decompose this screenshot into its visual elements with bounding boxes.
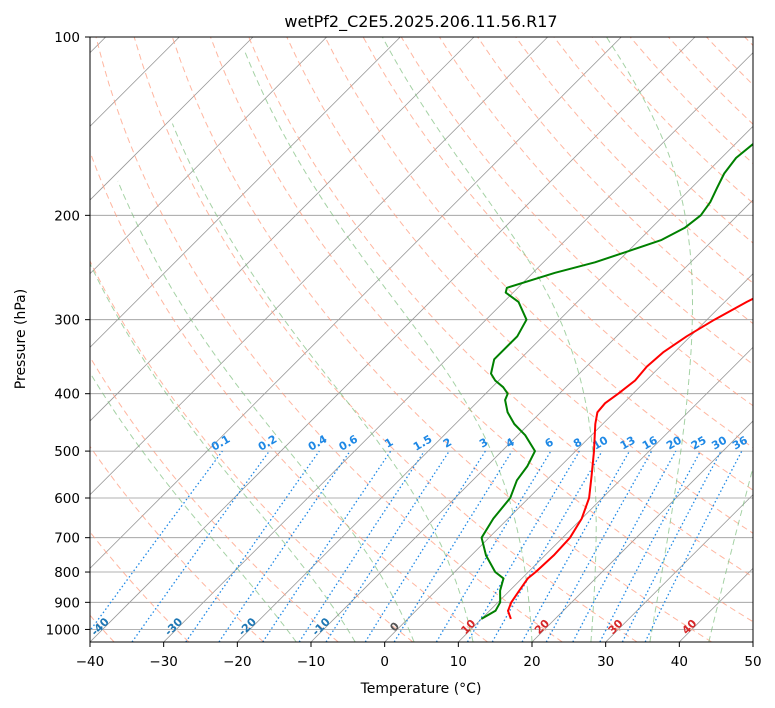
isotherm-line	[90, 37, 327, 275]
x-tick-label: 30	[597, 654, 614, 670]
dry-adiabat-line	[515, 37, 753, 284]
dry-adiabat-line	[171, 37, 712, 642]
mixing-ratio-line	[90, 450, 223, 632]
sounding-traces	[480, 142, 753, 620]
x-axis-label: Temperature (°C)	[360, 681, 482, 697]
temperature-trace	[507, 297, 753, 620]
isotherm-line	[237, 125, 753, 642]
plot-frame	[89, 36, 754, 643]
mixing-ratio-line	[393, 450, 513, 642]
moist-adiabat-line	[171, 123, 474, 642]
mixing-ratio-line	[545, 450, 653, 642]
moist-adiabat-line	[381, 37, 597, 642]
dry-adiabat-line	[133, 37, 638, 642]
moist-adiabat-line	[90, 262, 356, 642]
y-tick-label: 200	[54, 208, 80, 224]
moist-adiabat-line	[117, 180, 415, 642]
mixing-ratio-line	[298, 450, 425, 642]
dewpoint-trace	[480, 142, 753, 620]
y-tick-label: 700	[54, 531, 80, 547]
x-tick-label: −30	[149, 654, 178, 670]
mixing-ratio-line	[218, 450, 351, 642]
isotherm-line	[163, 52, 753, 642]
x-axis-ticks: −40 −30 −20 −10 0 10 20 30 40 50	[76, 642, 762, 670]
mixing-ratio-line	[262, 450, 392, 642]
y-tick-label: 800	[54, 565, 80, 581]
y-axis-label: Pressure (hPa)	[13, 289, 29, 389]
dry-adiabat-line	[95, 37, 563, 642]
x-tick-label: 10	[450, 654, 467, 670]
x-tick-label: −40	[76, 654, 105, 670]
isotherm-line	[531, 420, 753, 642]
isotherm-line	[458, 346, 753, 642]
moist-adiabat-line	[708, 465, 753, 642]
x-tick-label: 40	[671, 654, 688, 670]
dry-adiabat-line	[90, 356, 339, 642]
isotherm-line	[90, 37, 401, 348]
chart-title: wetPf2_C2E5.2025.206.11.56.R17	[284, 12, 557, 32]
y-tick-label: 400	[54, 387, 80, 403]
mixing-ratio-line	[131, 450, 270, 642]
mixing-ratio-line	[185, 450, 320, 642]
mixing-ratio-line	[644, 450, 743, 642]
mixing-ratio-line	[325, 450, 450, 642]
isotherm-line	[90, 37, 254, 201]
dry-adiabat-line	[90, 259, 414, 642]
dry-adiabat-line	[324, 37, 753, 491]
y-tick-label: 500	[54, 444, 80, 460]
mixing-ratio-line	[572, 450, 677, 642]
isotherm-line	[384, 273, 753, 642]
y-tick-label: 600	[54, 491, 80, 507]
isotherm-line	[605, 494, 753, 642]
y-tick-label: 300	[54, 313, 80, 329]
y-tick-label: 100	[54, 30, 80, 46]
plot-area: 0.1 0.2 0.4 0.6 1 1.5 2 3 4 6 8 10 13 16 20 25 30 36-40 -3…	[90, 37, 753, 642]
x-tick-label: −10	[297, 654, 326, 670]
x-tick-label: 20	[523, 654, 540, 670]
x-tick-label: 0	[380, 654, 389, 670]
isotherm-line	[90, 37, 696, 642]
dry-adiabat-line	[286, 37, 753, 534]
x-tick-label: −20	[223, 654, 252, 670]
y-tick-label: 1000	[46, 622, 80, 638]
y-tick-label: 900	[54, 595, 80, 611]
mixing-ratio-line	[521, 450, 631, 642]
dry-adiabat-line	[248, 37, 753, 578]
isotherm-line	[90, 37, 548, 496]
isotherm-line	[90, 37, 475, 422]
dry-adiabat-line	[210, 37, 753, 623]
dry-adiabat-line	[90, 445, 264, 642]
moist-adiabat-line	[243, 49, 533, 642]
background-lines	[90, 37, 753, 642]
moist-adiabat-line	[606, 37, 693, 642]
y-axis-ticks: 100 200 300 400 500 600 700 800 900 1000	[46, 30, 90, 638]
x-tick-label: 50	[744, 654, 761, 670]
isotherm-line	[90, 37, 622, 569]
moist-adiabat-line	[90, 371, 297, 642]
